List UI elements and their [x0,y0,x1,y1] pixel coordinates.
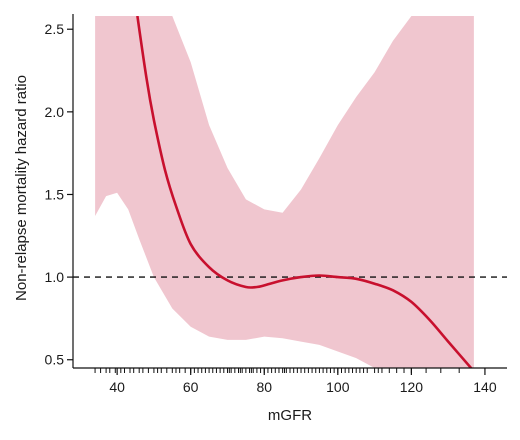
y-axis-title: Non-relapse mortality hazard ratio [13,75,30,301]
x-tick-label: 80 [256,379,272,395]
hazard-ratio-curve [136,16,473,368]
x-tick-label: 120 [400,379,424,395]
x-tick-label: 100 [326,379,350,395]
x-tick-label: 60 [183,379,199,395]
y-tick-label: 2.5 [45,21,65,37]
x-tick-label: 40 [109,379,125,395]
x-axis-title: mGFR [268,407,312,424]
axes-layer: 0.5 1.0 1.5 2.0 2.5 40 60 80 100 120 140 [45,14,507,395]
curve-layer [136,16,473,368]
x-tick-label: 140 [473,379,497,395]
confidence-band-layer [95,16,474,368]
y-tick-label: 0.5 [45,352,65,368]
y-tick-label: 1.0 [45,269,65,285]
confidence-band [95,16,474,368]
label-layer: mGFR Non-relapse mortality hazard ratio [13,75,312,424]
y-tick-label: 2.0 [45,104,65,120]
rug-layer [94,368,460,373]
y-tick-label: 1.5 [45,186,65,202]
